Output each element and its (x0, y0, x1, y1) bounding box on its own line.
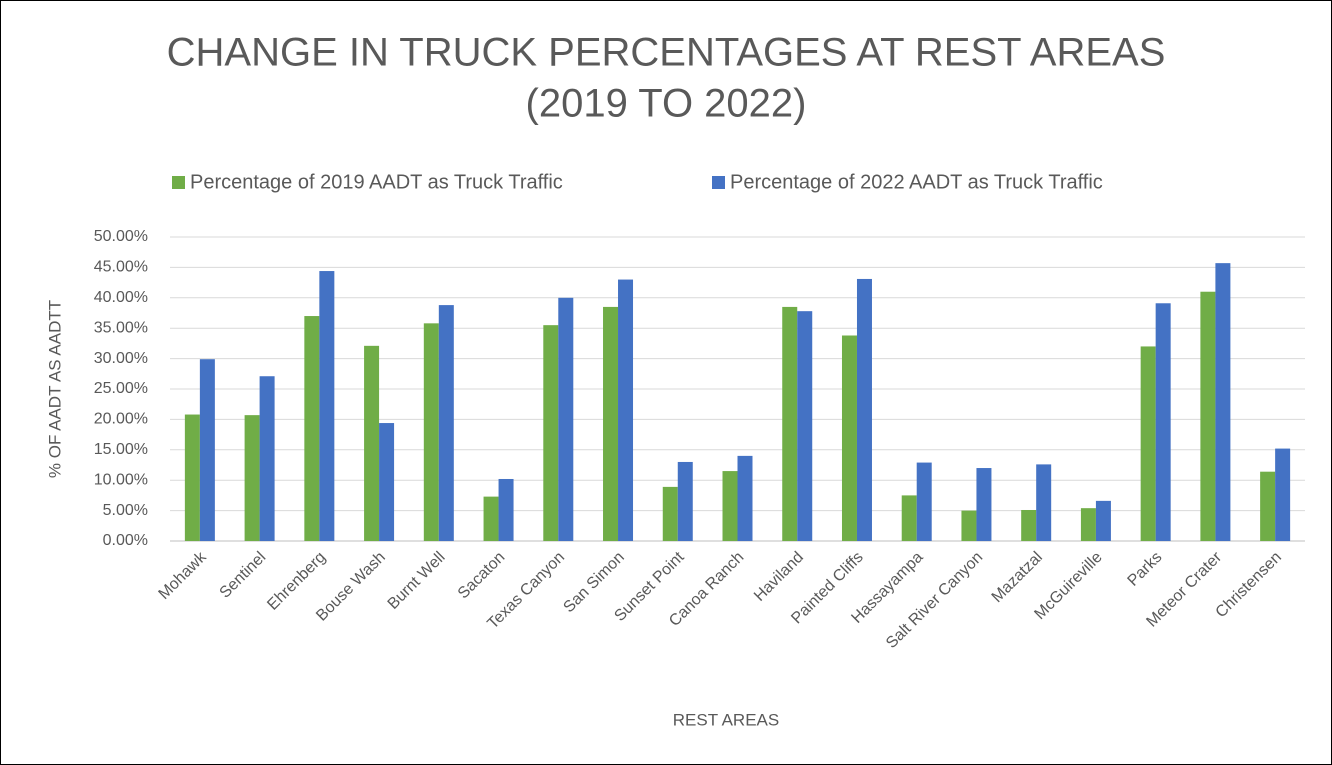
bar (1080, 508, 1096, 541)
y-tick-label: 40.00% (94, 289, 148, 306)
bar (1200, 291, 1216, 541)
chart-title: CHANGE IN TRUCK PERCENTAGES AT REST AREA… (167, 31, 1166, 75)
bar (259, 376, 275, 541)
bar (782, 306, 798, 541)
y-tick-label: 5.00% (103, 502, 148, 519)
y-tick-label: 0.00% (103, 532, 148, 549)
bar (737, 455, 753, 541)
bar (319, 271, 335, 541)
y-tick-label: 10.00% (94, 471, 148, 488)
bar (916, 462, 932, 541)
bar (543, 325, 559, 541)
bar (841, 335, 857, 541)
bar (856, 278, 872, 541)
y-tick-label: 15.00% (94, 441, 148, 458)
y-tick-label: 50.00% (94, 228, 148, 245)
y-tick-label: 35.00% (94, 319, 148, 336)
bar (1155, 303, 1171, 541)
legend-label: Percentage of 2022 AADT as Truck Traffic (730, 171, 1103, 193)
bar (603, 306, 619, 541)
x-axis-title: REST AREAS (673, 710, 779, 729)
bar (423, 323, 439, 541)
bar (199, 359, 215, 541)
bar (438, 305, 454, 541)
y-tick-label: 20.00% (94, 411, 148, 428)
bar (379, 423, 395, 541)
bar (1095, 500, 1111, 541)
bar (558, 297, 574, 541)
y-tick-label: 30.00% (94, 350, 148, 367)
chart-title: (2019 TO 2022) (526, 82, 807, 126)
bar (304, 316, 320, 541)
legend-label: Percentage of 2019 AADT as Truck Traffic (190, 171, 563, 193)
legend-swatch (712, 176, 725, 189)
bar (364, 345, 380, 541)
bar (618, 279, 634, 541)
bar (722, 471, 738, 541)
bar (961, 510, 977, 541)
bar (1036, 464, 1052, 541)
bar (1140, 346, 1156, 541)
y-tick-label: 45.00% (94, 259, 148, 276)
y-tick-label: 25.00% (94, 380, 148, 397)
bar (901, 495, 917, 541)
bar (498, 478, 514, 541)
bar (662, 486, 678, 541)
bar (1260, 471, 1276, 541)
bar (244, 415, 260, 541)
bar (483, 496, 499, 541)
bar (1275, 448, 1291, 541)
bar (1215, 263, 1231, 541)
bar (677, 461, 693, 541)
legend-swatch (172, 176, 185, 189)
bar (1021, 509, 1037, 541)
bar (184, 414, 200, 541)
y-axis-title: % OF AADT AS AADTT (45, 300, 64, 478)
bar (797, 311, 813, 541)
bar (976, 468, 992, 541)
